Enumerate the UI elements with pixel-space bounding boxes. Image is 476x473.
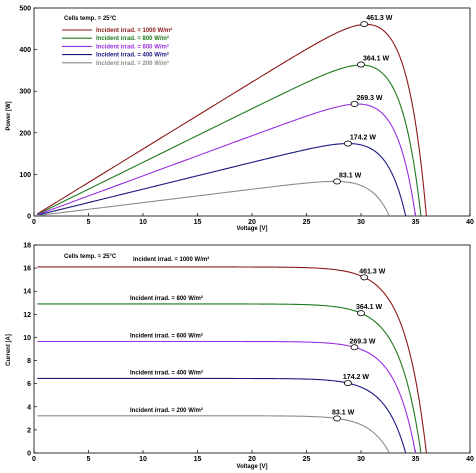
power-voltage-chart: 0 5 10 15 20 25 30 35 40 0 100 200 300 400 500 461.3 … <box>6 6 474 233</box>
current-mpp-label: 83.1 W <box>332 409 355 416</box>
current-x-tick-label: 15 <box>194 456 202 463</box>
power-mpp-label: 461.3 W <box>366 15 392 22</box>
power-x-ticks: 0 5 10 15 20 25 30 35 40 <box>32 213 474 226</box>
current-y-tick-label: 10 <box>23 335 31 342</box>
current-series-label: Incident irrad. = 200 W/m² <box>130 407 203 414</box>
current-y-tick-label: 6 <box>27 381 31 388</box>
power-y-tick-label: 100 <box>19 172 31 179</box>
current-mpp-label: 174.2 W <box>343 374 369 381</box>
power-x-tick-label: 35 <box>412 219 420 226</box>
power-x-tick-label: 5 <box>87 219 91 226</box>
power-y-tick-label: 0 <box>27 214 31 221</box>
current-mpp-label: 461.3 W <box>359 268 385 275</box>
current-y-tick-label: 4 <box>27 404 31 411</box>
power-legend-entry: Incident irrad. = 1000 W/m² <box>96 27 172 34</box>
power-y-tick-label: 400 <box>19 47 31 54</box>
current-series-label: Incident irrad. = 400 W/m² <box>130 369 203 376</box>
current-mpp-label: 269.3 W <box>349 338 375 345</box>
current-series-label: Incident irrad. = 600 W/m² <box>130 332 203 339</box>
current-y-tick-label: 18 <box>23 243 31 250</box>
power-x-tick-label: 15 <box>194 219 202 226</box>
current-voltage-chart: 0 5 10 15 20 25 30 35 40 0 2 4 6 8 10 12 14 16 18 461.3 W… <box>6 243 474 471</box>
power-x-tick-label: 25 <box>303 219 311 226</box>
power-series-line <box>37 180 390 217</box>
current-mpp-marker <box>360 274 369 281</box>
current-series-labels: Incident irrad. = 1000 W/m² Incident irra… <box>130 256 209 414</box>
power-mpp-markers: 461.3 W 364.1 W 269.3 W 174.2 W 83.1 W <box>333 15 393 185</box>
power-y-axis-label: Power [W] <box>6 101 12 130</box>
current-x-tick-label: 25 <box>303 456 311 463</box>
current-y-axis-label: Current [A] <box>6 334 12 366</box>
current-x-tick-label: 0 <box>32 456 36 463</box>
current-x-axis-label: Voltage [V] <box>237 464 268 470</box>
power-x-axis-label: Voltage [V] <box>237 226 268 232</box>
current-series-line <box>37 415 390 454</box>
power-x-tick-label: 40 <box>466 219 474 226</box>
power-legend-title: Cells temp. = 25°C <box>64 16 117 22</box>
power-y-tick-label: 500 <box>19 6 31 13</box>
current-x-tick-label: 35 <box>412 456 420 463</box>
current-x-tick-label: 40 <box>466 456 474 463</box>
power-legend-entry: Incident irrad. = 400 W/m² <box>96 52 169 59</box>
current-y-tick-label: 14 <box>23 289 31 296</box>
power-legend-entry: Incident irrad. = 200 W/m² <box>96 60 169 67</box>
current-legend-title: Cells temp. = 25°C <box>64 254 117 260</box>
current-mpp-marker <box>357 310 365 317</box>
current-series-label: Incident irrad. = 1000 W/m² <box>133 256 209 263</box>
current-y-tick-label: 2 <box>27 427 31 434</box>
power-mpp-label: 364.1 W <box>363 56 389 63</box>
current-x-tick-label: 20 <box>248 456 256 463</box>
power-mpp-label: 269.3 W <box>356 95 382 102</box>
power-x-tick-label: 10 <box>139 219 147 226</box>
power-x-tick-label: 30 <box>357 219 365 226</box>
power-legend: Cells temp. = 25°C Incident irrad. = 100… <box>62 16 172 67</box>
current-y-ticks: 0 2 4 6 8 10 12 14 16 18 <box>23 243 37 458</box>
current-y-tick-label: 8 <box>27 358 31 365</box>
current-x-tick-label: 5 <box>87 456 91 463</box>
current-mpp-markers: 461.3 W 364.1 W 269.3 W 174.2 W 83.1 W <box>332 268 386 422</box>
current-mpp-label: 364.1 W <box>356 304 382 311</box>
current-series-line <box>37 303 422 454</box>
current-series-label: Incident irrad. = 800 W/m² <box>130 295 203 302</box>
power-mpp-label: 83.1 W <box>339 172 362 179</box>
current-y-tick-label: 12 <box>23 312 31 319</box>
power-legend-entry: Incident irrad. = 800 W/m² <box>96 35 169 42</box>
power-mpp-marker <box>360 21 369 28</box>
current-x-ticks: 0 5 10 15 20 25 30 35 40 <box>32 450 474 463</box>
power-series-line <box>37 64 422 217</box>
power-mpp-marker <box>350 100 359 107</box>
current-mpp-marker <box>333 415 341 422</box>
power-legend-entry: Incident irrad. = 600 W/m² <box>96 43 169 50</box>
power-mpp-marker <box>333 178 341 185</box>
power-y-tick-label: 300 <box>19 89 31 96</box>
power-y-ticks: 0 100 200 300 400 500 <box>19 6 37 221</box>
power-mpp-label: 174.2 W <box>350 135 376 142</box>
current-x-tick-label: 10 <box>139 456 147 463</box>
current-x-tick-label: 30 <box>357 456 365 463</box>
current-mpp-marker <box>350 344 359 351</box>
power-x-tick-label: 0 <box>32 219 36 226</box>
power-mpp-marker <box>344 140 352 147</box>
current-plot-frame <box>33 244 471 454</box>
power-x-tick-label: 20 <box>248 219 256 226</box>
current-mpp-marker <box>344 380 352 387</box>
current-y-tick-label: 0 <box>27 451 31 458</box>
power-y-tick-label: 200 <box>19 130 31 137</box>
power-plot-frame <box>33 7 471 217</box>
power-mpp-marker <box>357 61 365 68</box>
current-y-tick-label: 16 <box>23 266 31 273</box>
